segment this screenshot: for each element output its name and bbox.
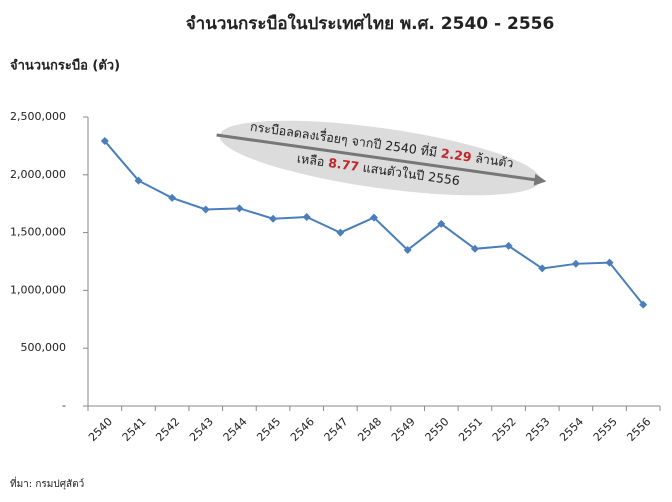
annotation-arrow xyxy=(216,133,539,182)
x-tick-label: 2549 xyxy=(389,415,418,444)
y-tick-label: - xyxy=(62,399,66,412)
data-point xyxy=(437,219,446,228)
data-point xyxy=(403,245,412,254)
y-tick-label: 500,000 xyxy=(21,341,67,354)
data-point xyxy=(302,212,311,221)
x-tick-label: 2543 xyxy=(187,415,216,444)
data-point xyxy=(201,205,210,214)
x-tick-label: 2541 xyxy=(120,415,149,444)
source: ที่มา: กรมปศุสัตว์ xyxy=(10,476,84,490)
data-point xyxy=(470,244,479,253)
data-point xyxy=(571,259,580,268)
data-point xyxy=(538,264,547,273)
y-tick-label: 1,500,000 xyxy=(10,226,66,239)
data-point xyxy=(168,193,177,202)
data-point xyxy=(269,214,278,223)
x-tick-label: 2547 xyxy=(322,415,351,444)
x-tick-label: 2540 xyxy=(86,415,115,444)
x-tick-label: 2554 xyxy=(557,415,586,444)
y-axis-label: จำนวนกระบือ (ตัว) xyxy=(10,58,120,74)
data-point xyxy=(504,241,513,250)
x-tick-label: 2550 xyxy=(423,415,452,444)
x-tick-label: 2551 xyxy=(456,415,485,444)
x-tick-label: 2552 xyxy=(490,415,519,444)
data-point xyxy=(605,258,614,267)
x-tick-label: 2545 xyxy=(254,415,283,444)
x-tick-label: 2553 xyxy=(523,415,552,444)
annotation: กระบือลดลงเรื่อยๆ จากปี 2540 ที่มี 2.29 … xyxy=(216,117,547,196)
x-tick-label: 2548 xyxy=(355,415,384,444)
x-tick-label: 2556 xyxy=(624,415,653,444)
data-point xyxy=(134,176,143,185)
data-point xyxy=(370,213,378,222)
y-tick-label: 2,000,000 xyxy=(10,168,66,181)
y-tick-label: 1,000,000 xyxy=(10,283,66,296)
x-tick-label: 2555 xyxy=(591,415,620,444)
y-tick-label: 2,500,000 xyxy=(10,110,66,123)
x-tick-label: 2546 xyxy=(288,415,317,444)
data-point xyxy=(235,204,244,213)
chart-title: จำนวนกระบือในประเทศไทย พ.ศ. 2540 - 2556 xyxy=(186,13,555,34)
data-point xyxy=(639,300,648,309)
data-point xyxy=(100,137,109,146)
annotation-arrowhead xyxy=(533,173,547,186)
x-tick-label: 2542 xyxy=(153,415,182,444)
data-point xyxy=(336,228,345,237)
x-tick-label: 2544 xyxy=(221,415,250,444)
